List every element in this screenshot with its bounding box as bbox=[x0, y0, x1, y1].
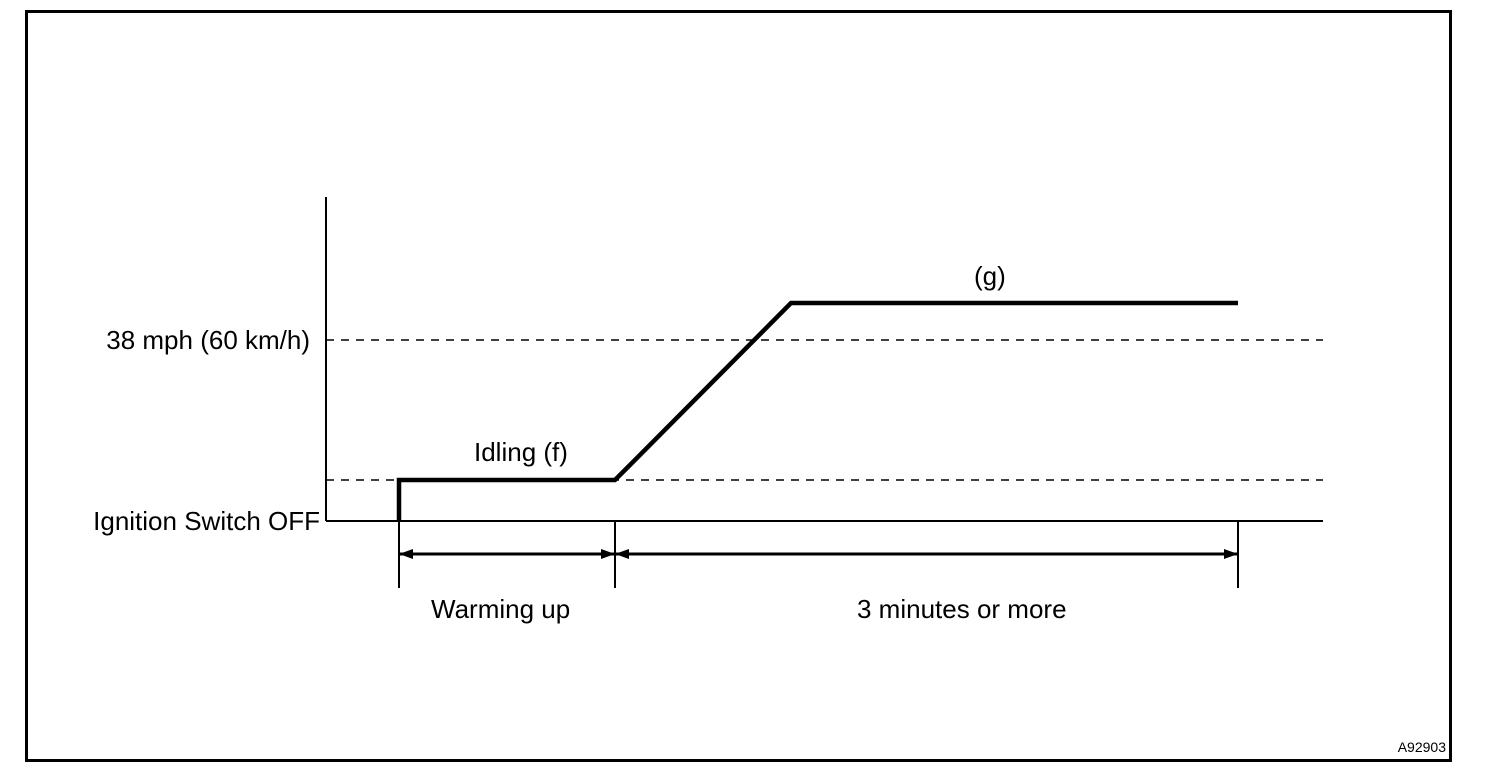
cruise-label: (g) bbox=[974, 261, 1006, 291]
speed-axis-label: 38 mph (60 km/h) bbox=[106, 325, 310, 355]
duration-label: 3 minutes or more bbox=[857, 594, 1067, 624]
warmup-label: Warming up bbox=[431, 594, 571, 624]
idling-label: Idling (f) bbox=[474, 437, 568, 467]
ignition-off-label: Ignition Switch OFF bbox=[93, 506, 320, 536]
speed-profile-line bbox=[396, 300, 1238, 521]
figure-code: A92903 bbox=[1397, 739, 1446, 755]
diagram-frame bbox=[25, 10, 1452, 762]
